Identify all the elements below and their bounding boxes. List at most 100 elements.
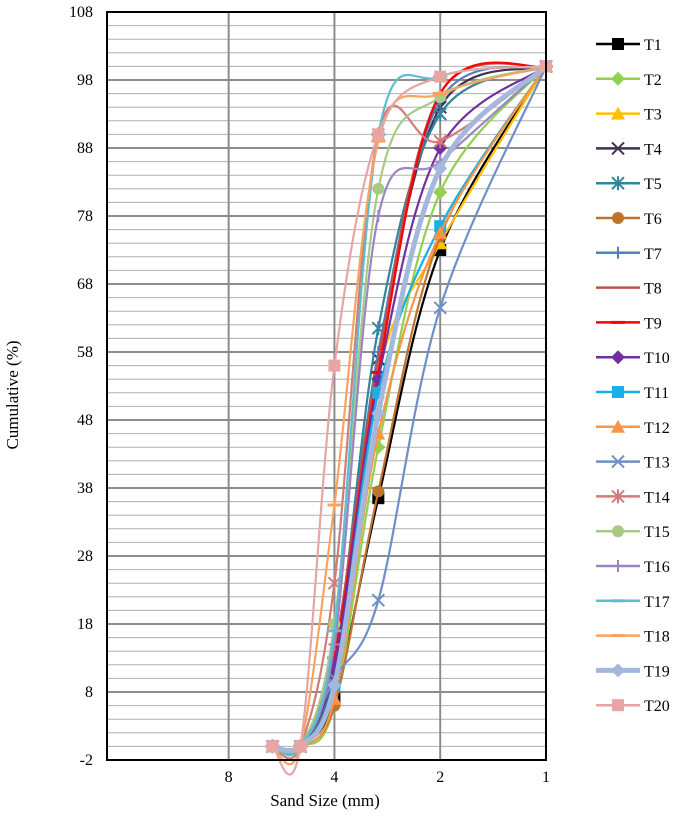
y-tick-label: 18 [77, 616, 93, 633]
series-line [272, 65, 547, 754]
y-tick-label: 28 [77, 548, 93, 565]
legend-label: T8 [644, 281, 662, 298]
data-point [611, 454, 625, 469]
legend-item: T12 [596, 419, 670, 437]
data-point [611, 350, 625, 365]
data-point [612, 560, 624, 572]
y-tick-label: 88 [77, 140, 93, 157]
legend-item: T3 [596, 106, 662, 124]
legend-label: T5 [644, 176, 662, 193]
legend-label: T18 [644, 629, 670, 646]
data-point [327, 678, 342, 693]
series-line [272, 62, 547, 755]
y-tick-label: 48 [77, 412, 93, 429]
legend-label: T15 [644, 524, 670, 541]
series-line [272, 61, 547, 754]
legend-item: T19 [596, 663, 670, 680]
series-line [272, 65, 547, 757]
data-point [611, 141, 625, 156]
legend-item: T16 [596, 559, 670, 576]
data-point [372, 210, 385, 222]
legend-label: T17 [644, 594, 670, 611]
legend-item: T1 [596, 37, 662, 54]
y-tick-label: 68 [77, 276, 93, 293]
legend-item: T9 [596, 315, 662, 332]
legend-item: T13 [596, 455, 670, 472]
data-point [433, 301, 447, 315]
data-point [328, 638, 341, 651]
data-point [612, 386, 624, 398]
legend-label: T20 [644, 698, 670, 715]
data-point [612, 246, 624, 259]
legend-item: T20 [596, 698, 670, 715]
x-tick-label: 8 [225, 769, 233, 786]
legend-label: T11 [644, 385, 669, 402]
legend-item: T10 [596, 350, 670, 367]
data-point [611, 419, 625, 433]
legend-label: T19 [644, 663, 670, 680]
series-line [272, 65, 547, 760]
data-point [611, 489, 625, 504]
data-point [372, 485, 385, 498]
series-line [272, 65, 547, 754]
legend: T1 T2 T3 T4 T5 T6 T7 T8 T9 T10 T11 T12 T13 T14 T15 T16 T… [596, 37, 670, 715]
data-point [611, 663, 625, 678]
y-tick-label: 8 [85, 684, 93, 701]
legend-label: T6 [644, 211, 662, 228]
y-tick-label: 98 [77, 72, 93, 89]
legend-label: T16 [644, 559, 670, 576]
data-point [328, 359, 341, 372]
data-point [433, 226, 448, 239]
series-T9 [265, 61, 553, 754]
data-point [433, 161, 448, 176]
legend-label: T1 [644, 37, 662, 54]
data-point [434, 70, 447, 83]
legend-label: T10 [644, 350, 670, 367]
legend-label: T12 [644, 420, 670, 437]
legend-label: T13 [644, 455, 670, 472]
data-point [611, 71, 625, 86]
series-T8 [272, 62, 547, 755]
legend-label: T7 [644, 246, 662, 263]
data-point [372, 182, 385, 195]
legend-label: T4 [644, 141, 662, 158]
series-lines [265, 59, 553, 776]
y-tick-label: -2 [80, 752, 93, 769]
series-line [271, 65, 547, 766]
legend-label: T9 [644, 315, 662, 332]
legend-label: T3 [644, 107, 662, 124]
legend-item: T7 [596, 246, 662, 263]
legend-item: T18 [596, 629, 670, 646]
x-axis-ticks: 8 4 2 1 [225, 769, 550, 786]
legend-item: T14 [596, 489, 670, 506]
data-point [371, 593, 386, 607]
x-tick-label: 1 [542, 769, 550, 786]
y-tick-label: 58 [77, 344, 93, 361]
legend-item: T8 [596, 281, 662, 298]
legend-item: T15 [596, 524, 670, 541]
y-tick-label: 108 [69, 4, 93, 21]
grid-lines [107, 11, 547, 761]
legend-label: T14 [644, 489, 670, 506]
data-point [372, 128, 385, 141]
data-point [611, 106, 625, 120]
series-T20 [266, 60, 552, 776]
x-tick-label: 4 [330, 769, 338, 786]
y-tick-label: 78 [77, 208, 93, 225]
legend-item: T2 [596, 71, 662, 89]
legend-label: T2 [644, 72, 662, 89]
plot-frame [106, 11, 547, 761]
data-point [294, 740, 307, 753]
series-line [272, 65, 547, 754]
y-axis-label: Cumulative (%) [3, 340, 22, 449]
x-axis-label: Sand Size (mm) [270, 791, 380, 810]
data-point [612, 525, 624, 538]
data-point [612, 38, 624, 50]
data-point [433, 185, 448, 200]
legend-item: T17 [596, 594, 670, 611]
data-point [612, 212, 624, 224]
y-tick-label: 38 [77, 480, 93, 497]
data-point [611, 176, 625, 191]
legend-item: T4 [596, 141, 662, 158]
